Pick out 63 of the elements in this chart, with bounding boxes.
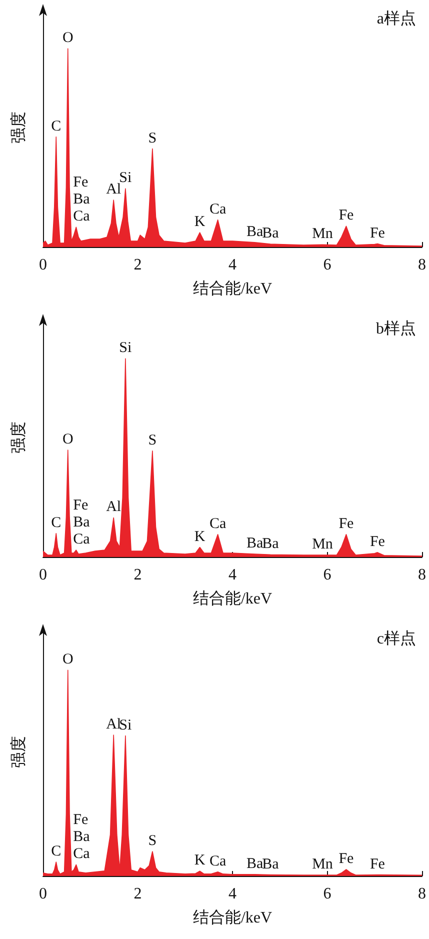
annotation: Ba: [246, 856, 264, 872]
annotation: Fe: [370, 856, 386, 872]
annotation: Fe Ba Ca: [73, 174, 90, 225]
x-axis-title: 结合能/keV: [192, 280, 272, 298]
annotation: O: [62, 30, 74, 46]
annotation: C: [51, 118, 62, 134]
annotation: S: [148, 833, 157, 850]
y-axis-title: 强度: [10, 422, 28, 454]
annotation: Si: [119, 170, 132, 186]
x-tick-label: 2: [134, 256, 142, 274]
annotation: Ba: [262, 856, 280, 872]
x-tick-label: 2: [134, 886, 142, 902]
annotation: S: [148, 130, 157, 146]
annotation: O: [62, 652, 74, 668]
y-axis-title: 强度: [10, 736, 28, 768]
annotation: Fe: [370, 534, 386, 550]
annotation: K: [194, 852, 206, 869]
x-tick-label: 8: [418, 886, 426, 902]
annotation: Ca: [209, 201, 226, 218]
annotation: Mn: [312, 536, 334, 553]
annotation: Fe: [338, 516, 354, 532]
x-tick-label: 4: [228, 566, 236, 584]
x-tick-label: 4: [228, 886, 236, 902]
chart-title: a样点: [376, 10, 416, 28]
annotation: Ba: [246, 536, 264, 552]
annotation: Mn: [312, 226, 334, 242]
y-axis-title: 强度: [10, 112, 28, 144]
x-tick-label: 4: [228, 256, 236, 274]
chart-title: b样点: [376, 320, 416, 338]
x-tick-label: 6: [323, 256, 332, 274]
annotation: Ba: [262, 536, 280, 552]
annotation: Al: [106, 499, 122, 516]
x-tick-label: 6: [323, 566, 332, 584]
annotation: Al: [106, 181, 122, 198]
annotation: C: [51, 844, 62, 860]
x-tick-label: 6: [323, 886, 332, 902]
annotation: Al: [106, 716, 122, 732]
annotation: C: [51, 514, 62, 531]
annotation: Si: [119, 340, 132, 356]
annotation: Ba: [246, 224, 264, 240]
x-tick-label: 0: [39, 886, 47, 902]
annotation: Ca: [209, 516, 226, 532]
x-tick-label: 8: [418, 566, 426, 584]
annotation: S: [148, 432, 157, 448]
x-axis-title: 结合能/keV: [192, 908, 272, 926]
x-tick-label: 0: [39, 256, 47, 274]
x-tick-label: 2: [134, 566, 142, 584]
chart-title: c样点: [376, 630, 416, 648]
annotation: K: [194, 528, 206, 545]
annotation: Fe: [370, 225, 386, 242]
annotation: Fe: [338, 208, 354, 224]
annotation: Ca: [209, 853, 226, 870]
annotation: O: [62, 432, 74, 448]
annotation: Mn: [312, 856, 334, 872]
annotation: Fe Ba Ca: [73, 498, 90, 548]
annotation: Si: [119, 717, 132, 734]
x-tick-label: 0: [39, 566, 47, 584]
x-tick-label: 8: [418, 256, 426, 274]
x-axis-title: 结合能/keV: [192, 590, 272, 608]
annotation: Ba: [262, 226, 280, 242]
annotation: Fe Ba Ca: [73, 812, 90, 862]
annotation: K: [194, 214, 206, 230]
annotation: Fe: [338, 850, 354, 867]
